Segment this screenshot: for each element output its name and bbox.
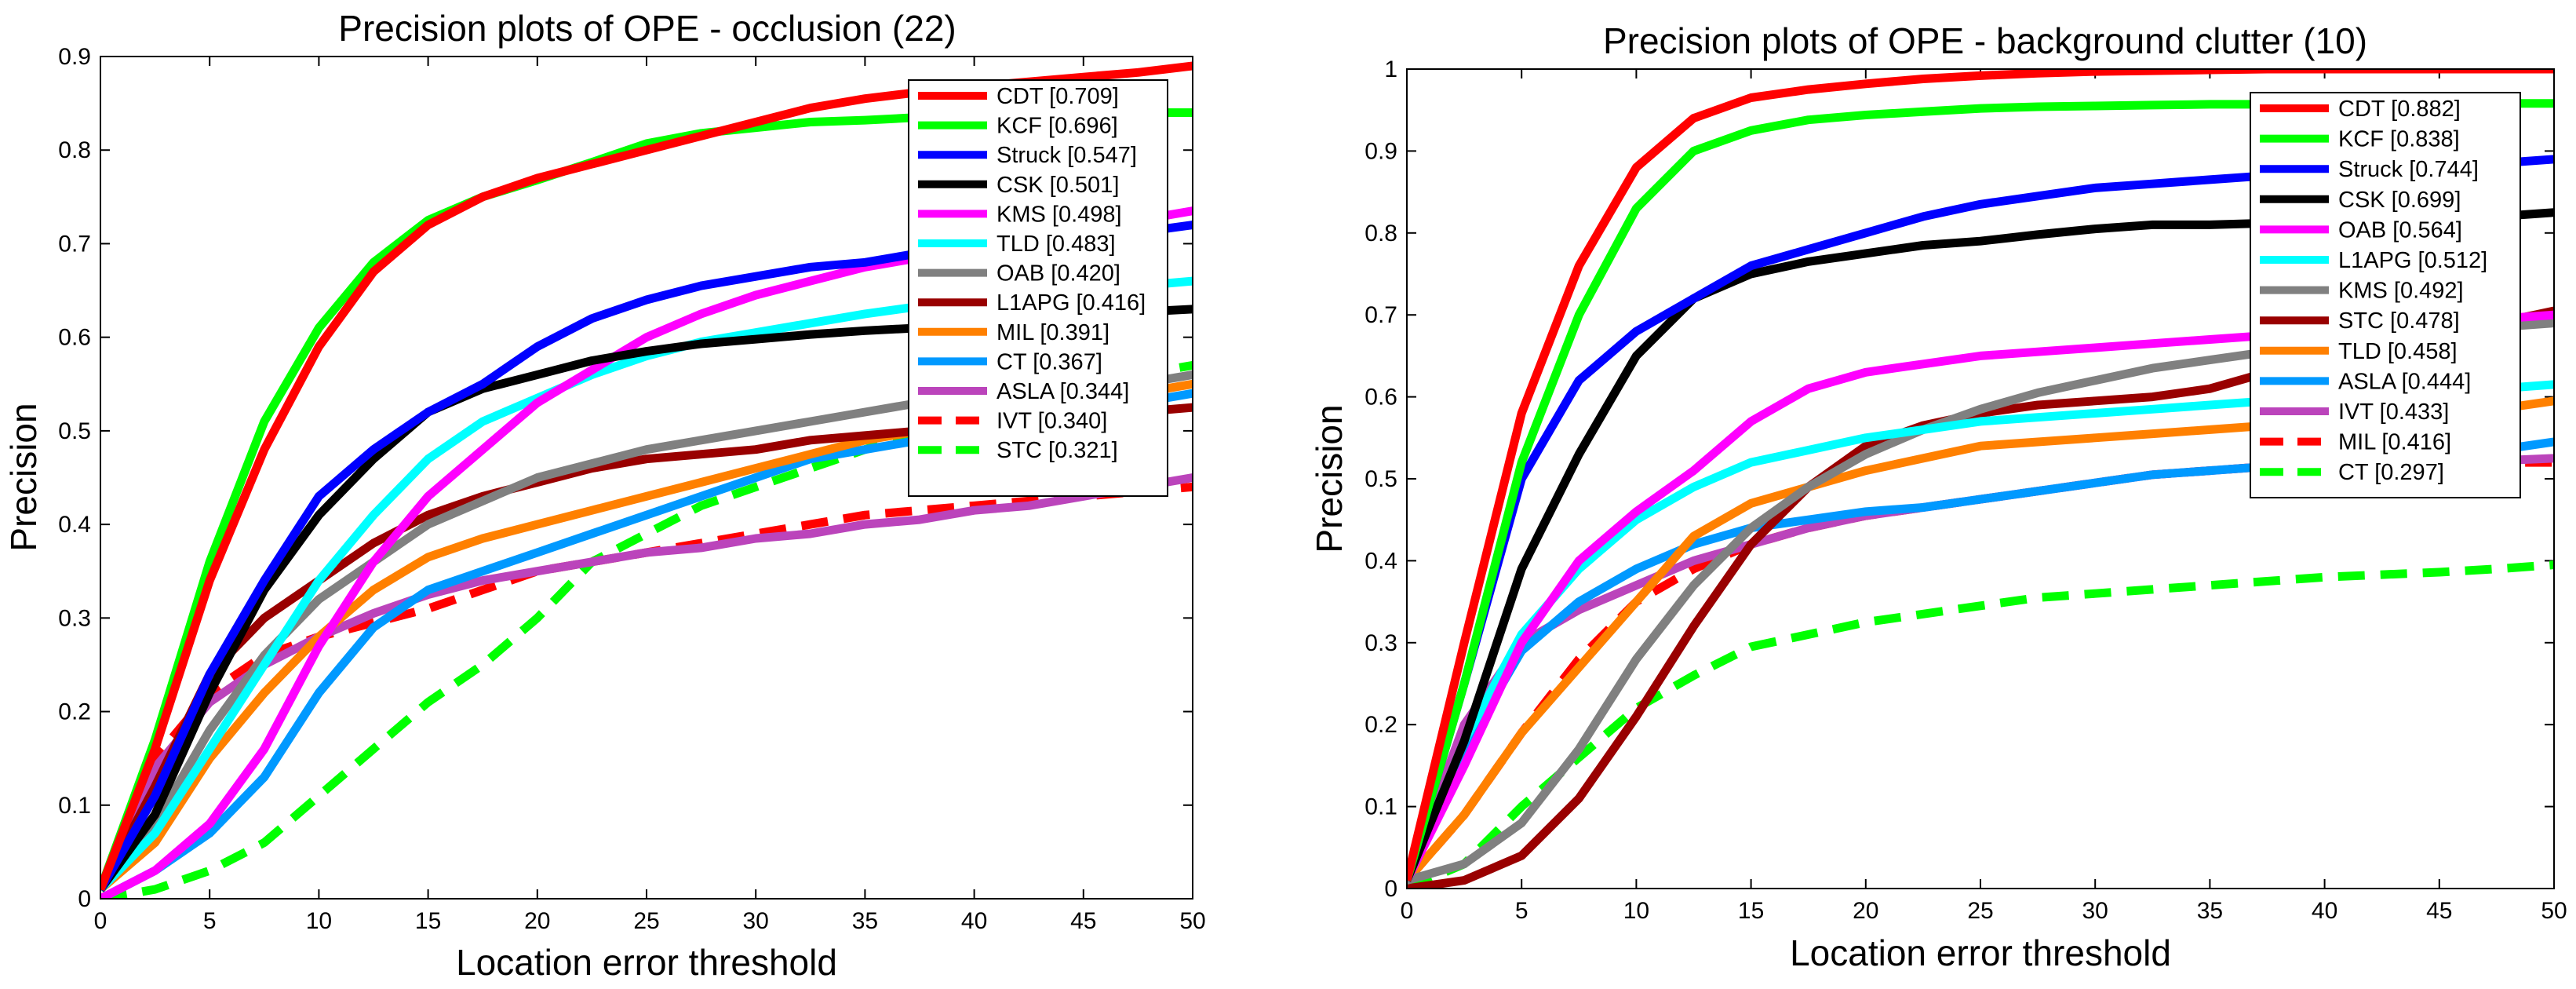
x-axis-label-occlusion: Location error threshold: [456, 942, 837, 983]
y-axis-label-background-clutter: Precision: [1309, 404, 1350, 553]
legend-label-csk: CSK [0.699]: [2338, 188, 2461, 213]
y-tick-label: 0.9: [1365, 138, 1397, 164]
y-tick-label: 1: [1384, 57, 1397, 82]
legend-label-ivt: IVT [0.340]: [997, 409, 1107, 434]
legend-label-ct: CT [0.367]: [997, 349, 1102, 374]
x-tick-label: 50: [2541, 898, 2567, 924]
x-ticks-occlusion: 0 5 10 15 20 25 30 35 40 45 50: [94, 57, 1206, 934]
legend-label-asla: ASLA [0.444]: [2338, 369, 2471, 394]
legend-label-cdt: CDT [0.882]: [2338, 97, 2461, 122]
x-tick-label: 15: [1738, 898, 1764, 924]
legend-label-kcf: KCF [0.838]: [2338, 127, 2460, 152]
legend-label-stc: STC [0.478]: [2338, 308, 2460, 334]
x-tick-label: 30: [2082, 898, 2108, 924]
chart-panel-occlusion: Precision plots of OPE - occlusion (22) …: [3, 8, 1206, 983]
y-tick-label: 0.3: [58, 605, 91, 631]
y-tick-label: 0.5: [58, 418, 91, 444]
legend-label-tld: TLD [0.458]: [2338, 339, 2458, 364]
x-tick-label: 5: [1515, 898, 1528, 924]
legend-label-struck: Struck [0.547]: [997, 143, 1137, 168]
y-tick-label: 0.3: [1365, 630, 1397, 656]
y-tick-label: 0.1: [1365, 794, 1397, 820]
x-tick-label: 40: [2312, 898, 2337, 924]
y-tick-label: 0: [1384, 876, 1397, 902]
x-tick-label: 5: [203, 908, 217, 934]
y-tick-label: 0.8: [1365, 221, 1397, 246]
legend-label-oab: OAB [0.564]: [2338, 217, 2462, 243]
chart-title-occlusion: Precision plots of OPE - occlusion (22): [338, 8, 956, 49]
legend-label-csk: CSK [0.501]: [997, 173, 1119, 198]
legend-label-mil: MIL [0.416]: [2338, 430, 2451, 455]
x-tick-label: 0: [94, 908, 107, 934]
x-tick-label: 50: [1179, 908, 1205, 934]
x-tick-label: 10: [1623, 898, 1649, 924]
legend-label-l1apg: L1APG [0.512]: [2338, 248, 2487, 273]
series-line-cdt: [1407, 69, 2554, 881]
legend-label-ct: CT [0.297]: [2338, 460, 2444, 485]
axes-frame-occlusion: [100, 56, 1193, 900]
legend-label-cdt: CDT [0.709]: [997, 84, 1119, 109]
y-tick-label: 0.1: [58, 793, 91, 819]
y-tick-label: 0: [78, 886, 91, 912]
y-tick-label: 0.6: [58, 325, 91, 351]
x-tick-label: 40: [961, 908, 987, 934]
legend-label-oab: OAB [0.420]: [997, 261, 1120, 286]
legend-box-occlusion: [908, 79, 1168, 497]
y-tick-label: 0.7: [58, 231, 91, 257]
legend-label-asla: ASLA [0.344]: [997, 379, 1129, 404]
y-ticks-occlusion: 0 0.1 0.2 0.3 0.4 0.5 0.6 0.7 0.8 0.9: [58, 44, 1193, 912]
y-tick-label: 0.4: [58, 512, 91, 538]
legend-box-background-clutter: [2250, 92, 2521, 498]
y-axis-label-occlusion: Precision: [3, 403, 44, 551]
legend-label-stc: STC [0.321]: [997, 438, 1118, 463]
x-tick-label: 30: [743, 908, 769, 934]
legend-occlusion: CDT [0.709] KCF [0.696] Struck [0.547] CSK …: [908, 79, 1168, 497]
x-tick-label: 35: [852, 908, 878, 934]
x-tick-label: 45: [2426, 898, 2452, 924]
legend-label-tld: TLD [0.483]: [997, 232, 1116, 257]
x-tick-label: 25: [633, 908, 659, 934]
y-tick-label: 0.6: [1365, 385, 1397, 411]
y-tick-label: 0.9: [58, 44, 91, 70]
x-tick-label: 45: [1070, 908, 1096, 934]
legend-label-kms: KMS [0.498]: [997, 202, 1122, 227]
y-tick-label: 0.7: [1365, 302, 1397, 328]
x-tick-label: 25: [1967, 898, 1993, 924]
series-line-ct: [1407, 560, 2554, 889]
x-tick-label: 0: [1401, 898, 1414, 924]
x-axis-label-background-clutter: Location error threshold: [1790, 932, 2171, 973]
chart-title-background-clutter: Precision plots of OPE - background clut…: [1603, 20, 2367, 61]
y-ticks-background-clutter: 0 0.1 0.2 0.3 0.4 0.5 0.6 0.7 0.8 0.9 1: [1365, 57, 2554, 902]
axes-frame-background-clutter: [1406, 68, 2555, 889]
y-tick-label: 0.2: [58, 699, 91, 725]
x-tick-label: 10: [306, 908, 332, 934]
x-tick-label: 15: [415, 908, 441, 934]
y-tick-label: 0.4: [1365, 548, 1397, 574]
series-line-asla: [100, 473, 1193, 892]
x-tick-label: 20: [524, 908, 550, 934]
legend-label-mil: MIL [0.391]: [997, 320, 1109, 345]
y-tick-label: 0.5: [1365, 466, 1397, 492]
chart-panel-background-clutter: Precision plots of OPE - background clut…: [1309, 20, 2567, 973]
legend-label-kms: KMS [0.492]: [2338, 279, 2464, 304]
legend-label-kcf: KCF [0.696]: [997, 114, 1118, 139]
y-tick-label: 0.2: [1365, 712, 1397, 738]
x-tick-label: 35: [2197, 898, 2223, 924]
x-ticks-background-clutter: 0 5 10 15 20 25 30 35 40 45 50: [1401, 69, 2567, 924]
legend-background-clutter: CDT [0.882] KCF [0.838] Struck [0.744] CSK …: [2250, 92, 2521, 498]
legend-label-ivt: IVT [0.433]: [2338, 400, 2449, 425]
y-tick-label: 0.8: [58, 137, 91, 163]
legend-label-l1apg: L1APG [0.416]: [997, 290, 1146, 316]
legend-label-struck: Struck [0.744]: [2338, 157, 2479, 182]
x-tick-label: 20: [1853, 898, 1878, 924]
